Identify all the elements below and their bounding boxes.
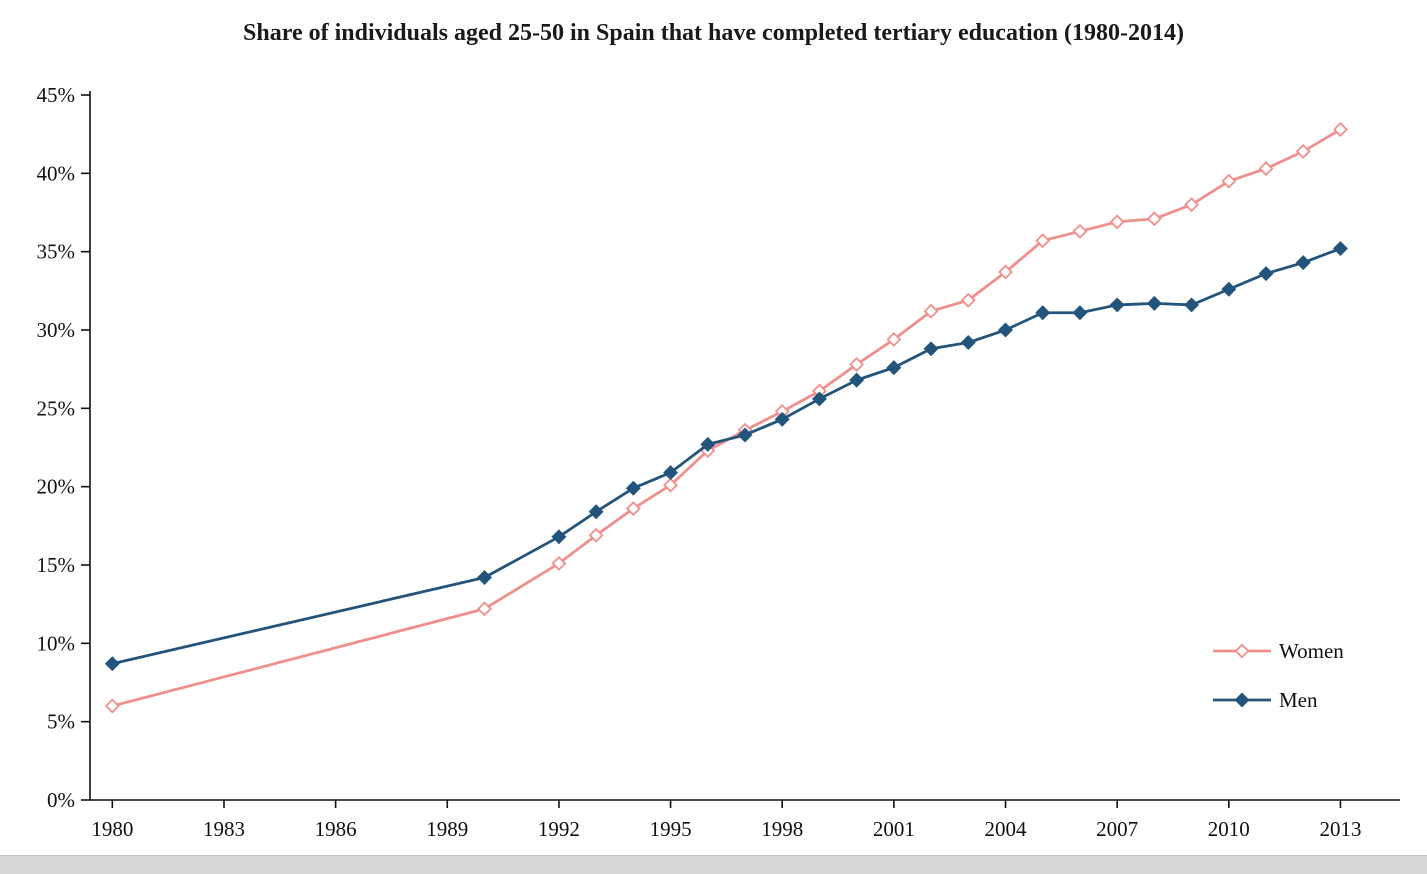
y-tick-label: 20% [37, 475, 76, 499]
men-marker [1221, 281, 1237, 297]
men-marker [1146, 295, 1162, 311]
chart-title: Share of individuals aged 25-50 in Spain… [243, 20, 1184, 46]
line-chart: 0% 5% 10% 15% 20% 25% 30% 35% 40% 45% 1980 1983 1986… [37, 83, 1400, 841]
x-tick-label: 1992 [538, 817, 580, 841]
x-tick-label: 1986 [315, 817, 357, 841]
legend-label: Men [1279, 688, 1318, 712]
men-marker [1184, 297, 1200, 313]
men-marker [1258, 266, 1274, 282]
women-marker [1332, 121, 1348, 137]
men-marker [923, 341, 939, 357]
women-marker [998, 264, 1013, 280]
x-tick-label: 1980 [91, 817, 133, 841]
women-marker [1295, 143, 1311, 159]
x-tick-label: 1998 [761, 817, 803, 841]
women-marker [1221, 173, 1237, 189]
men-marker [551, 529, 567, 545]
x-tick-label: 2007 [1096, 817, 1138, 841]
women-marker [104, 698, 120, 714]
men-marker [104, 656, 120, 672]
x-tick-label: 2013 [1319, 817, 1361, 841]
men-line [110, 247, 1342, 666]
women-marker [477, 601, 492, 617]
y-tick-label: 45% [37, 83, 76, 107]
women-marker [849, 356, 865, 372]
men-marker [1109, 297, 1125, 313]
window-bottom-edge [0, 855, 1427, 874]
y-tick-label: 35% [37, 240, 76, 264]
women-marker [551, 555, 567, 571]
men-marker [1072, 305, 1088, 321]
men-marker [588, 504, 604, 520]
y-tick-label: 0% [47, 788, 75, 812]
men-marker [663, 465, 679, 481]
women-marker [663, 477, 679, 493]
x-tick-label: 2004 [985, 817, 1028, 841]
men-marker [737, 427, 753, 443]
x-tick-label: 1989 [426, 817, 468, 841]
x-tick-label: 1995 [650, 817, 692, 841]
y-tick-label: 15% [37, 553, 76, 577]
men-marker [849, 372, 865, 388]
women-marker [1258, 161, 1274, 177]
women-marker [923, 303, 939, 319]
men-marker [625, 480, 641, 496]
y-tick-label: 40% [37, 161, 76, 185]
legend-label: Women [1279, 639, 1344, 663]
series-women [104, 121, 1348, 714]
women-marker [1146, 211, 1162, 227]
women-line [110, 128, 1342, 708]
y-tick-label: 25% [37, 396, 76, 420]
women-marker [588, 527, 604, 543]
x-tick-label: 2010 [1208, 817, 1250, 841]
series-men [104, 241, 1348, 672]
men-marker [477, 570, 492, 586]
men-marker [1295, 255, 1311, 271]
legend-marker [1234, 643, 1250, 659]
women-marker [886, 331, 902, 347]
men-marker [774, 411, 790, 427]
men-marker [700, 436, 716, 452]
women-marker [1035, 233, 1051, 249]
legend-item-women: Women [1213, 639, 1344, 663]
legend-marker [1234, 692, 1250, 708]
men-marker [886, 360, 902, 376]
men-marker [811, 391, 827, 407]
women-marker [1072, 223, 1088, 239]
y-tick-label: 30% [37, 318, 76, 342]
men-marker [960, 335, 976, 351]
women-marker [960, 292, 976, 308]
men-marker [1035, 305, 1051, 321]
y-tick-label: 10% [37, 631, 76, 655]
x-tick-label: 2001 [873, 817, 915, 841]
men-marker [998, 322, 1013, 338]
men-marker [1332, 241, 1348, 257]
women-marker [1109, 214, 1125, 230]
y-tick-label: 5% [47, 710, 75, 734]
women-marker [625, 501, 641, 517]
x-tick-label: 1983 [203, 817, 245, 841]
women-marker [1184, 197, 1200, 213]
legend-item-men: Men [1213, 688, 1318, 712]
